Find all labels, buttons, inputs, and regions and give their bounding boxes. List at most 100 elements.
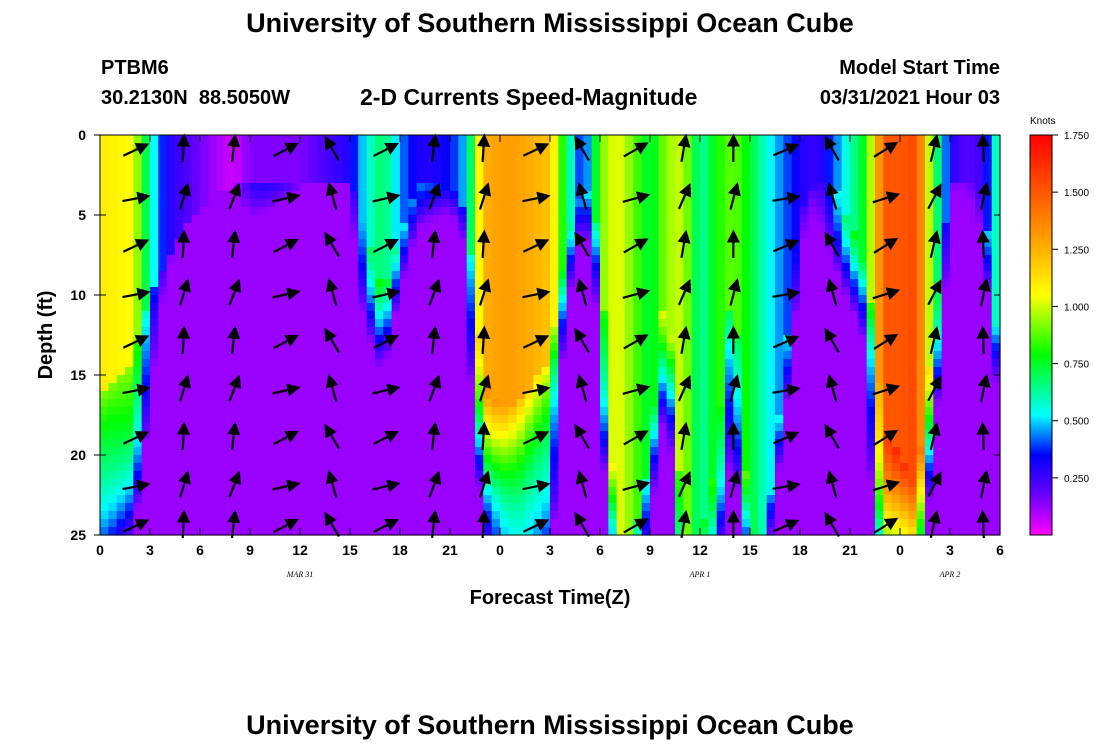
heatmap-cell (225, 175, 234, 184)
heatmap-cell (650, 423, 659, 432)
heatmap-cell (633, 327, 643, 336)
heatmap-cell (750, 327, 759, 336)
heatmap-cell (716, 295, 726, 304)
heatmap-cell (375, 159, 384, 168)
heatmap-cell (783, 495, 793, 504)
heatmap-cell (225, 247, 234, 256)
heatmap-cell (258, 223, 268, 232)
heatmap-cell (758, 351, 768, 360)
heatmap-cell (383, 423, 393, 432)
heatmap-cell (358, 167, 368, 176)
heatmap-cell (741, 359, 751, 368)
heatmap-cell (500, 239, 509, 248)
heatmap-cell (650, 399, 659, 408)
heatmap-cell (341, 175, 351, 184)
heatmap-cell (108, 319, 118, 328)
heatmap-cell (641, 135, 651, 144)
heatmap-cell (491, 351, 501, 360)
heatmap-cell (900, 151, 909, 160)
heatmap-cell (233, 175, 243, 184)
heatmap-cell (916, 503, 926, 512)
heatmap-cell (591, 375, 601, 384)
heatmap-cell (691, 359, 701, 368)
heatmap-cell (475, 319, 484, 328)
heatmap-cell (333, 231, 343, 240)
heatmap-cell (825, 503, 834, 512)
heatmap-cell (550, 399, 559, 408)
heatmap-cell (266, 319, 276, 328)
heatmap-cell (475, 415, 484, 424)
heatmap-cell (866, 303, 876, 312)
heatmap-cell (491, 175, 501, 184)
heatmap-cell (458, 487, 468, 496)
heatmap-cell (908, 423, 918, 432)
heatmap-cell (175, 439, 184, 448)
heatmap-cell (400, 199, 409, 208)
heatmap-cell (183, 255, 193, 264)
heatmap-cell (116, 359, 126, 368)
heatmap-cell (625, 383, 634, 392)
heatmap-cell (516, 215, 526, 224)
heatmap-cell (150, 415, 159, 424)
heatmap-cell (841, 143, 851, 152)
heatmap-cell (833, 287, 843, 296)
heatmap-cell (691, 495, 701, 504)
heatmap-cell (758, 183, 768, 192)
heatmap-cell (475, 463, 484, 472)
heatmap-cell (125, 359, 134, 368)
heatmap-cell (833, 175, 843, 184)
heatmap-cell (741, 463, 751, 472)
heatmap-cell (583, 263, 593, 272)
heatmap-cell (358, 183, 368, 192)
heatmap-cell (758, 455, 768, 464)
heatmap-cell (925, 199, 934, 208)
heatmap-cell (450, 471, 459, 480)
heatmap-cell (800, 183, 809, 192)
heatmap-cell (850, 431, 859, 440)
heatmap-cell (116, 319, 126, 328)
heatmap-cell (625, 311, 634, 320)
heatmap-cell (183, 407, 193, 416)
heatmap-cell (825, 271, 834, 280)
heatmap-cell (625, 215, 634, 224)
heatmap-cell (366, 391, 376, 400)
heatmap-cell (841, 487, 851, 496)
heatmap-cell (108, 175, 118, 184)
heatmap-cell (233, 255, 243, 264)
heatmap-cell (200, 223, 209, 232)
heatmap-cell (250, 175, 259, 184)
heatmap-cell (691, 343, 701, 352)
heatmap-cell (825, 295, 834, 304)
heatmap-cell (816, 183, 826, 192)
heatmap-cell (125, 151, 134, 160)
heatmap-cell (908, 399, 918, 408)
heatmap-cell (200, 271, 209, 280)
heatmap-cell (841, 167, 851, 176)
heatmap-cell (183, 343, 193, 352)
heatmap-cell (175, 271, 184, 280)
heatmap-cell (100, 495, 109, 504)
heatmap-cell (141, 167, 151, 176)
heatmap-cell (816, 487, 826, 496)
heatmap-cell (208, 319, 218, 328)
heatmap-cell (258, 351, 268, 360)
heatmap-cell (408, 207, 418, 216)
heatmap-cell (550, 303, 559, 312)
heatmap-cell (133, 311, 143, 320)
heatmap-cell (833, 263, 843, 272)
heatmap-cell (716, 319, 726, 328)
heatmap-cell (766, 495, 776, 504)
heatmap-cell (900, 255, 909, 264)
heatmap-cell (175, 295, 184, 304)
heatmap-cell (225, 527, 234, 536)
heatmap-cell (766, 351, 776, 360)
heatmap-cell (308, 471, 318, 480)
heatmap-cell (108, 359, 118, 368)
heatmap-cell (458, 455, 468, 464)
heatmap-cell (533, 303, 543, 312)
heatmap-cell (275, 303, 284, 312)
heatmap-cell (875, 191, 884, 200)
heatmap-cell (441, 199, 451, 208)
heatmap-cell (808, 183, 818, 192)
heatmap-cell (141, 495, 151, 504)
